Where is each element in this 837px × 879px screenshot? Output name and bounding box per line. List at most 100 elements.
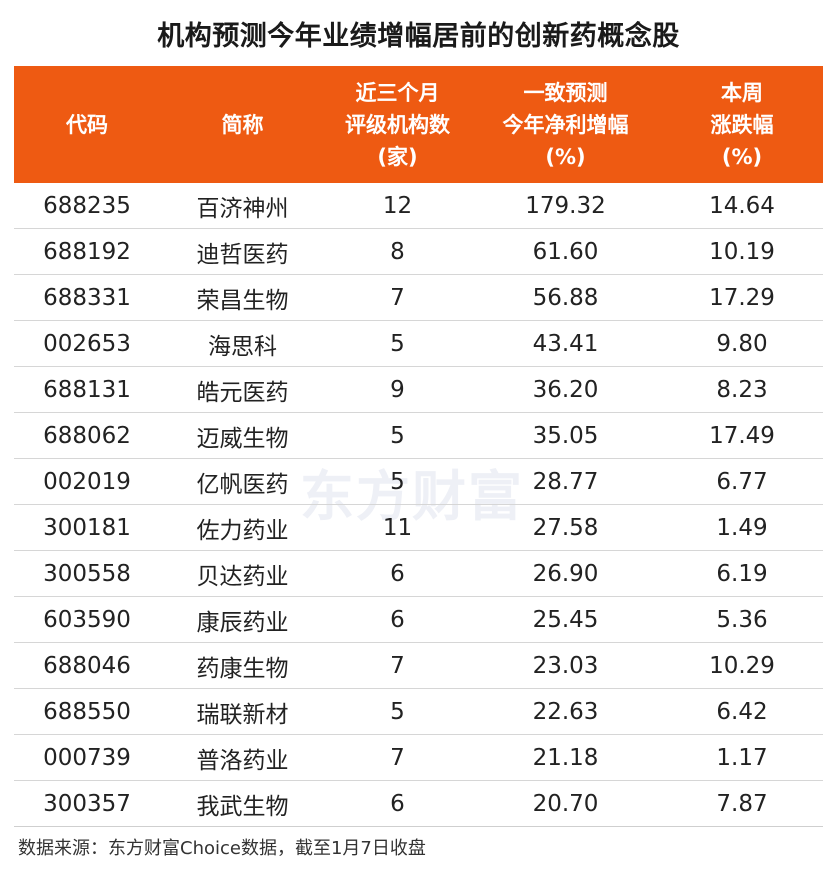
cell-name: 药康生物 xyxy=(160,642,325,689)
cell-profit-growth: 20.70 xyxy=(470,780,661,827)
cell-code: 688131 xyxy=(14,366,160,413)
table-row: 688550 瑞联新材 5 22.63 6.42 xyxy=(14,688,823,735)
table-header-row: 代码 简称 近三个月 评级机构数 (家) 一致预测 今年净利增幅 (%) 本周 xyxy=(14,66,823,183)
cell-code: 300181 xyxy=(14,504,160,551)
header-weekly-change-line-2: 涨跌幅 xyxy=(710,112,774,137)
cell-profit-growth: 56.88 xyxy=(470,274,661,321)
cell-name: 普洛药业 xyxy=(160,734,325,781)
cell-name: 我武生物 xyxy=(160,780,325,827)
header-rating-count: 近三个月 评级机构数 (家) xyxy=(325,66,470,183)
cell-weekly-change: 1.17 xyxy=(661,734,823,781)
cell-weekly-change: 10.19 xyxy=(661,228,823,275)
header-name-line: 简称 xyxy=(221,112,264,137)
table-row: 688062 迈威生物 5 35.05 17.49 xyxy=(14,412,823,459)
cell-weekly-change: 6.42 xyxy=(661,688,823,735)
cell-name: 瑞联新材 xyxy=(160,688,325,735)
cell-weekly-change: 10.29 xyxy=(661,642,823,689)
cell-code: 300357 xyxy=(14,780,160,827)
table-row: 688235 百济神州 12 179.32 14.64 xyxy=(14,183,823,229)
cell-rating-count: 5 xyxy=(325,412,470,459)
cell-name: 迈威生物 xyxy=(160,412,325,459)
header-profit-growth-line-3: (%) xyxy=(545,144,586,169)
header-rating-count-line-2: 评级机构数 xyxy=(345,112,450,137)
cell-profit-growth: 21.18 xyxy=(470,734,661,781)
cell-weekly-change: 1.49 xyxy=(661,504,823,551)
table-header: 代码 简称 近三个月 评级机构数 (家) 一致预测 今年净利增幅 (%) 本周 xyxy=(14,66,823,183)
table-row: 688331 荣昌生物 7 56.88 17.29 xyxy=(14,274,823,321)
cell-name: 亿帆医药 xyxy=(160,458,325,505)
cell-rating-count: 7 xyxy=(325,642,470,689)
table-row: 002653 海思科 5 43.41 9.80 xyxy=(14,320,823,367)
cell-code: 000739 xyxy=(14,734,160,781)
table-row: 688131 皓元医药 9 36.20 8.23 xyxy=(14,366,823,413)
cell-code: 002653 xyxy=(14,320,160,367)
table-row: 603590 康辰药业 6 25.45 5.36 xyxy=(14,596,823,643)
header-rating-count-line-3: (家) xyxy=(377,144,418,169)
cell-rating-count: 5 xyxy=(325,688,470,735)
cell-profit-growth: 61.60 xyxy=(470,228,661,275)
table-row: 688192 迪哲医药 8 61.60 10.19 xyxy=(14,228,823,275)
header-name: 简称 xyxy=(160,66,325,183)
cell-weekly-change: 7.87 xyxy=(661,780,823,827)
cell-profit-growth: 179.32 xyxy=(470,183,661,229)
table-body: 688235 百济神州 12 179.32 14.64 688192 迪哲医药 … xyxy=(14,183,823,827)
cell-code: 002019 xyxy=(14,458,160,505)
cell-rating-count: 9 xyxy=(325,366,470,413)
cell-code: 688046 xyxy=(14,642,160,689)
cell-profit-growth: 28.77 xyxy=(470,458,661,505)
cell-weekly-change: 17.29 xyxy=(661,274,823,321)
cell-name: 皓元医药 xyxy=(160,366,325,413)
cell-name: 佐力药业 xyxy=(160,504,325,551)
cell-weekly-change: 6.19 xyxy=(661,550,823,597)
table-row: 688046 药康生物 7 23.03 10.29 xyxy=(14,642,823,689)
header-weekly-change-line-3: (%) xyxy=(721,144,763,169)
cell-rating-count: 11 xyxy=(325,504,470,551)
cell-rating-count: 7 xyxy=(325,734,470,781)
header-code: 代码 xyxy=(14,66,160,183)
cell-weekly-change: 9.80 xyxy=(661,320,823,367)
cell-profit-growth: 36.20 xyxy=(470,366,661,413)
data-source-note: 数据来源：东方财富Choice数据，截至1月7日收盘 xyxy=(18,838,426,859)
cell-profit-growth: 27.58 xyxy=(470,504,661,551)
cell-weekly-change: 6.77 xyxy=(661,458,823,505)
header-profit-growth-line-1: 一致预测 xyxy=(523,80,608,105)
cell-rating-count: 6 xyxy=(325,780,470,827)
cell-profit-growth: 26.90 xyxy=(470,550,661,597)
cell-profit-growth: 43.41 xyxy=(470,320,661,367)
cell-weekly-change: 14.64 xyxy=(661,183,823,229)
table-row: 000739 普洛药业 7 21.18 1.17 xyxy=(14,734,823,781)
cell-code: 603590 xyxy=(14,596,160,643)
cell-name: 迪哲医药 xyxy=(160,228,325,275)
cell-weekly-change: 5.36 xyxy=(661,596,823,643)
cell-weekly-change: 8.23 xyxy=(661,366,823,413)
data-table-container: 代码 简称 近三个月 评级机构数 (家) 一致预测 今年净利增幅 (%) 本周 xyxy=(14,66,823,827)
table-row: 300558 贝达药业 6 26.90 6.19 xyxy=(14,550,823,597)
cell-profit-growth: 22.63 xyxy=(470,688,661,735)
cell-rating-count: 8 xyxy=(325,228,470,275)
cell-name: 康辰药业 xyxy=(160,596,325,643)
cell-code: 688062 xyxy=(14,412,160,459)
table-row: 300181 佐力药业 11 27.58 1.49 xyxy=(14,504,823,551)
cell-code: 688331 xyxy=(14,274,160,321)
header-code-line: 代码 xyxy=(66,112,108,137)
cell-rating-count: 12 xyxy=(325,183,470,229)
header-weekly-change-line-1: 本周 xyxy=(721,80,763,105)
cell-rating-count: 6 xyxy=(325,596,470,643)
cell-name: 荣昌生物 xyxy=(160,274,325,321)
table-row: 002019 亿帆医药 5 28.77 6.77 xyxy=(14,458,823,505)
cell-code: 300558 xyxy=(14,550,160,597)
cell-name: 贝达药业 xyxy=(160,550,325,597)
cell-rating-count: 5 xyxy=(325,320,470,367)
header-profit-growth: 一致预测 今年净利增幅 (%) xyxy=(470,66,661,183)
header-rating-count-line-1: 近三个月 xyxy=(355,80,440,105)
header-weekly-change: 本周 涨跌幅 (%) xyxy=(661,66,823,183)
cell-profit-growth: 23.03 xyxy=(470,642,661,689)
data-table: 代码 简称 近三个月 评级机构数 (家) 一致预测 今年净利增幅 (%) 本周 xyxy=(14,66,823,827)
cell-weekly-change: 17.49 xyxy=(661,412,823,459)
cell-profit-growth: 25.45 xyxy=(470,596,661,643)
header-profit-growth-line-2: 今年净利增幅 xyxy=(502,112,629,137)
cell-name: 海思科 xyxy=(160,320,325,367)
cell-rating-count: 5 xyxy=(325,458,470,505)
table-row: 300357 我武生物 6 20.70 7.87 xyxy=(14,780,823,827)
cell-profit-growth: 35.05 xyxy=(470,412,661,459)
